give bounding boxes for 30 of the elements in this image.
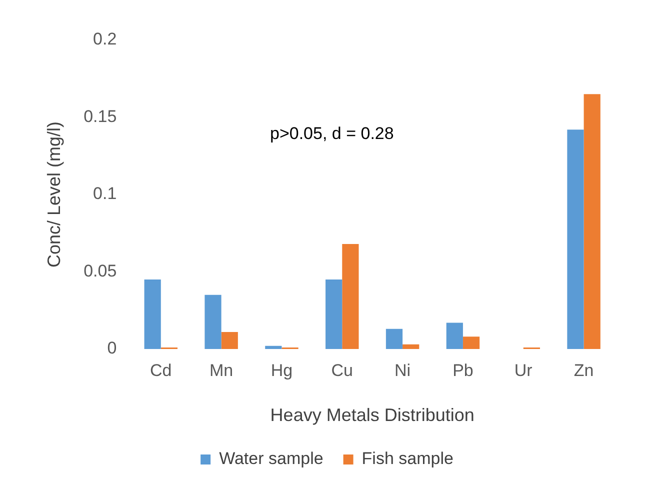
x-tick-label: Pb (452, 360, 474, 380)
y-tick-label: 0.15 (84, 106, 117, 126)
annotation: p>0.05, d = 0.28 (270, 124, 394, 144)
bar (402, 344, 420, 349)
bar (326, 279, 342, 349)
x-tick-label: Ni (394, 360, 411, 380)
bar (144, 279, 161, 349)
bar (584, 94, 600, 349)
x-tick-label: Ur (514, 360, 533, 380)
x-tick-label: Mn (209, 360, 234, 380)
legend-label: Fish sample (362, 449, 454, 468)
x-axis-title: Heavy Metals Distribution (270, 405, 474, 426)
bar (204, 294, 222, 349)
y-tick-label: 0 (107, 338, 117, 358)
x-tick-label: Zn (574, 360, 594, 380)
x-tick-label: Cd (150, 360, 172, 380)
y-tick-label: 0.1 (93, 184, 117, 204)
x-tick-label: Cu (331, 360, 354, 380)
y-axis-title: Conc/ Level (mg/l) (44, 121, 64, 268)
bar (342, 244, 359, 349)
bar (265, 346, 282, 349)
bar (386, 328, 403, 349)
y-tick-label: 0.05 (84, 261, 117, 280)
x-tick-label: Hg (270, 360, 293, 380)
bar (567, 130, 584, 349)
bar (221, 332, 238, 349)
legend-label: Water sample (219, 449, 324, 468)
y-tick-label: 0.2 (93, 30, 117, 49)
bar (446, 322, 463, 349)
bar (462, 336, 480, 349)
